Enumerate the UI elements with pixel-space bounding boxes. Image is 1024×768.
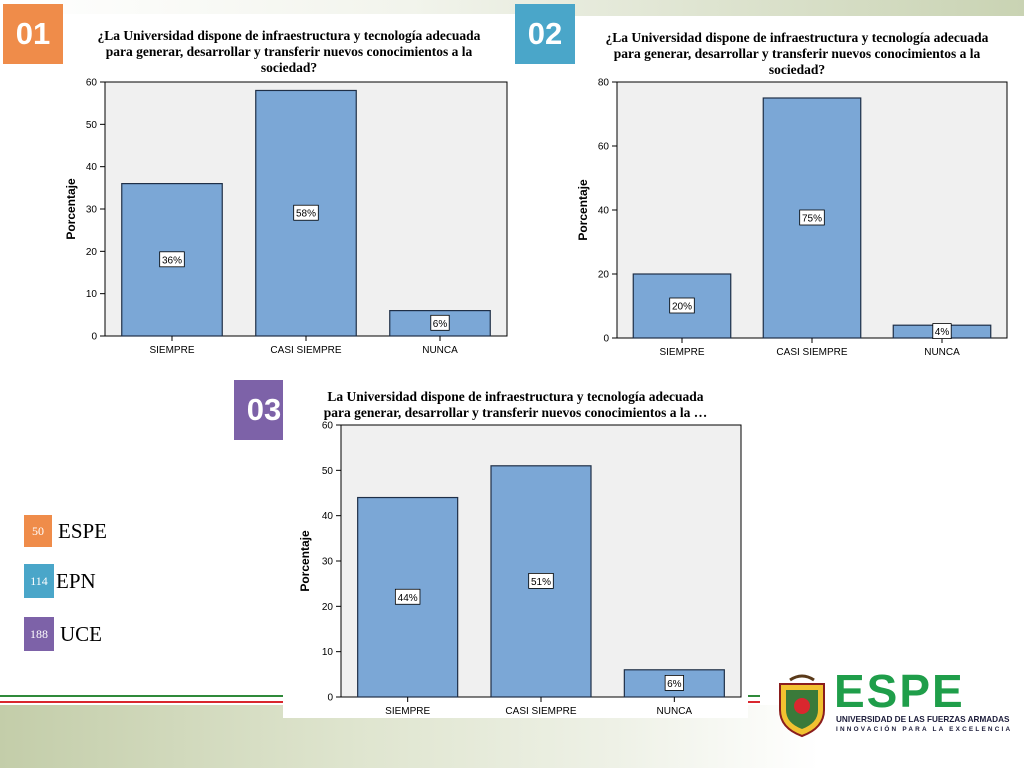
- x-tick-label: CASI SIEMPRE: [776, 347, 847, 358]
- y-tick-label: 20: [322, 602, 334, 613]
- y-tick-label: 50: [322, 466, 334, 477]
- chart-panel-01: ¿La Universidad dispone de infraestructu…: [63, 14, 515, 362]
- legend-item-epn: 114 EPN: [24, 564, 96, 598]
- data-label: 75%: [802, 214, 822, 225]
- data-label-box: [159, 251, 185, 268]
- y-tick-label: 30: [86, 205, 98, 216]
- y-axis-label: Porcentaje: [576, 179, 590, 241]
- data-label-box: [664, 674, 684, 691]
- data-label-box: [932, 323, 952, 340]
- x-tick-label: CASI SIEMPRE: [270, 345, 341, 356]
- chart-badge-02: 02: [515, 4, 575, 64]
- y-tick-label: 60: [322, 421, 334, 432]
- y-tick-label: 40: [322, 511, 334, 522]
- y-tick-label: 20: [598, 270, 610, 281]
- legend-item-espe: 50 ESPE: [24, 515, 107, 547]
- bar-chart-03: 0 10 20 30 40 50 60 Porcentaje SIEMPRE 44% CASI SI…: [298, 421, 742, 717]
- y-tick-label: 30: [322, 557, 334, 568]
- logo-wordmark: ESPE: [834, 665, 965, 717]
- y-tick-label: 60: [598, 142, 610, 153]
- y-axis-label: Porcentaje: [298, 530, 312, 592]
- legend-label-epn: EPN: [56, 568, 96, 593]
- top-decor-band: [0, 0, 1024, 16]
- y-tick-label: 0: [91, 332, 97, 343]
- legend-item-uce: 188 UCE: [24, 617, 102, 651]
- logo-tagline: INNOVACIÓN PARA LA EXCELENCIA: [836, 726, 1013, 733]
- legend-label-uce: UCE: [60, 621, 102, 646]
- y-tick-label: 0: [327, 693, 333, 704]
- legend-count-uce: 188: [24, 617, 54, 651]
- y-tick-label: 60: [86, 78, 98, 89]
- data-label: 6%: [433, 319, 448, 330]
- y-tick-label: 40: [598, 206, 610, 217]
- legend-label-espe: ESPE: [58, 518, 108, 543]
- chart-title-03: La Universidad dispone de infraestructur…: [323, 389, 708, 420]
- chart-badge-01: 01: [3, 4, 63, 64]
- data-label: 58%: [296, 209, 316, 220]
- data-label-box: [430, 314, 450, 331]
- data-label: 20%: [672, 302, 692, 313]
- x-tick-label: SIEMPRE: [385, 706, 430, 717]
- y-axis-label: Porcentaje: [64, 178, 78, 240]
- chart-panel-02: ¿La Universidad dispone de infraestructu…: [575, 16, 1019, 366]
- bar-chart-01: 0 10 20 30 40 50 60 Porcentaje SIEMPRE 36% CASI SI…: [64, 78, 508, 356]
- data-label: 36%: [162, 255, 182, 266]
- y-tick-label: 10: [86, 289, 98, 300]
- chart-panel-03: La Universidad dispone de infraestructur…: [283, 380, 748, 718]
- data-label: 51%: [531, 577, 551, 588]
- x-tick-label: NUNCA: [924, 347, 960, 358]
- y-tick-label: 40: [86, 162, 98, 173]
- data-label-box: [528, 572, 554, 589]
- legend-count-epn: 114: [24, 564, 54, 598]
- chart-title-01: ¿La Universidad dispone de infraestructu…: [97, 28, 481, 75]
- espe-logo: ESPE UNIVERSIDAD DE LAS FUERZAS ARMADAS …: [772, 666, 1013, 740]
- x-tick-label: SIEMPRE: [659, 347, 704, 358]
- espe-crest-icon: [779, 674, 825, 738]
- x-tick-label: SIEMPRE: [149, 345, 194, 356]
- x-tick-label: CASI SIEMPRE: [505, 706, 576, 717]
- y-tick-label: 50: [86, 120, 98, 131]
- y-tick-label: 80: [598, 78, 610, 89]
- data-label-box: [669, 297, 695, 314]
- x-tick-label: NUNCA: [422, 345, 458, 356]
- chart-title-02: ¿La Universidad dispone de infraestructu…: [605, 30, 989, 77]
- logo-subtitle: UNIVERSIDAD DE LAS FUERZAS ARMADAS: [836, 715, 1010, 724]
- bar-chart-02: 0 20 40 60 80 Porcentaje SIEMPRE 20% CASI SIEMPR…: [576, 78, 1008, 358]
- x-tick-label: NUNCA: [657, 706, 693, 717]
- y-tick-label: 20: [86, 247, 98, 258]
- data-label: 44%: [398, 593, 418, 604]
- y-tick-label: 10: [322, 647, 334, 658]
- data-label: 4%: [935, 327, 950, 338]
- legend-count-espe: 50: [24, 515, 52, 547]
- y-tick-label: 0: [603, 334, 609, 345]
- data-label-box: [293, 204, 319, 221]
- data-label: 6%: [667, 679, 682, 690]
- data-label-box: [799, 209, 825, 226]
- data-label-box: [394, 588, 421, 605]
